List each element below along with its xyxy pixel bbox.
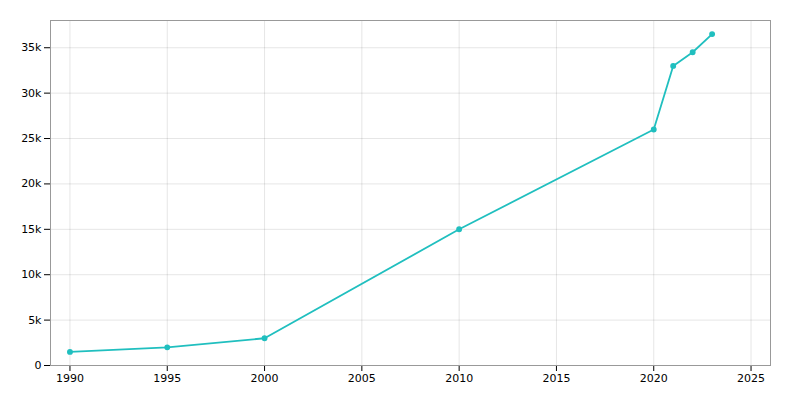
svg-text:2005: 2005 [348, 372, 376, 385]
svg-text:10k: 10k [21, 268, 42, 281]
svg-text:0: 0 [35, 359, 42, 372]
svg-text:1990: 1990 [56, 372, 84, 385]
svg-text:2010: 2010 [445, 372, 473, 385]
svg-text:5k: 5k [28, 314, 42, 327]
svg-text:2015: 2015 [542, 372, 570, 385]
svg-text:30k: 30k [21, 87, 42, 100]
svg-text:1995: 1995 [153, 372, 181, 385]
svg-text:15k: 15k [21, 223, 42, 236]
svg-text:2000: 2000 [251, 372, 279, 385]
svg-text:20k: 20k [21, 177, 42, 190]
svg-text:2025: 2025 [737, 372, 765, 385]
svg-text:35k: 35k [21, 41, 42, 54]
svg-text:2020: 2020 [640, 372, 668, 385]
svg-text:25k: 25k [21, 132, 42, 145]
